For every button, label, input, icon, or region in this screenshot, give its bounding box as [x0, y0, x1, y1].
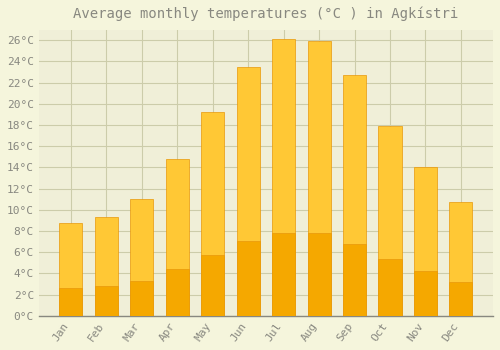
Title: Average monthly temperatures (°C ) in Agkístri: Average monthly temperatures (°C ) in Ag… [74, 7, 458, 21]
Bar [414, 167, 437, 316]
Bar [201, 255, 224, 316]
Bar [166, 269, 189, 316]
Bar [272, 39, 295, 316]
Bar [130, 199, 154, 316]
Bar [60, 223, 82, 316]
Bar [450, 202, 472, 316]
Bar [166, 159, 189, 316]
Bar [95, 286, 118, 316]
Bar [130, 281, 154, 316]
Bar [236, 241, 260, 316]
Bar [308, 41, 330, 316]
Bar [343, 244, 366, 316]
Bar [450, 282, 472, 316]
Bar [236, 66, 260, 316]
Bar [60, 288, 82, 316]
Bar [378, 126, 402, 316]
Bar [201, 112, 224, 316]
Bar [308, 233, 330, 316]
Bar [414, 271, 437, 316]
Bar [343, 75, 366, 316]
Bar [272, 233, 295, 316]
Bar [378, 259, 402, 316]
Bar [95, 217, 118, 316]
